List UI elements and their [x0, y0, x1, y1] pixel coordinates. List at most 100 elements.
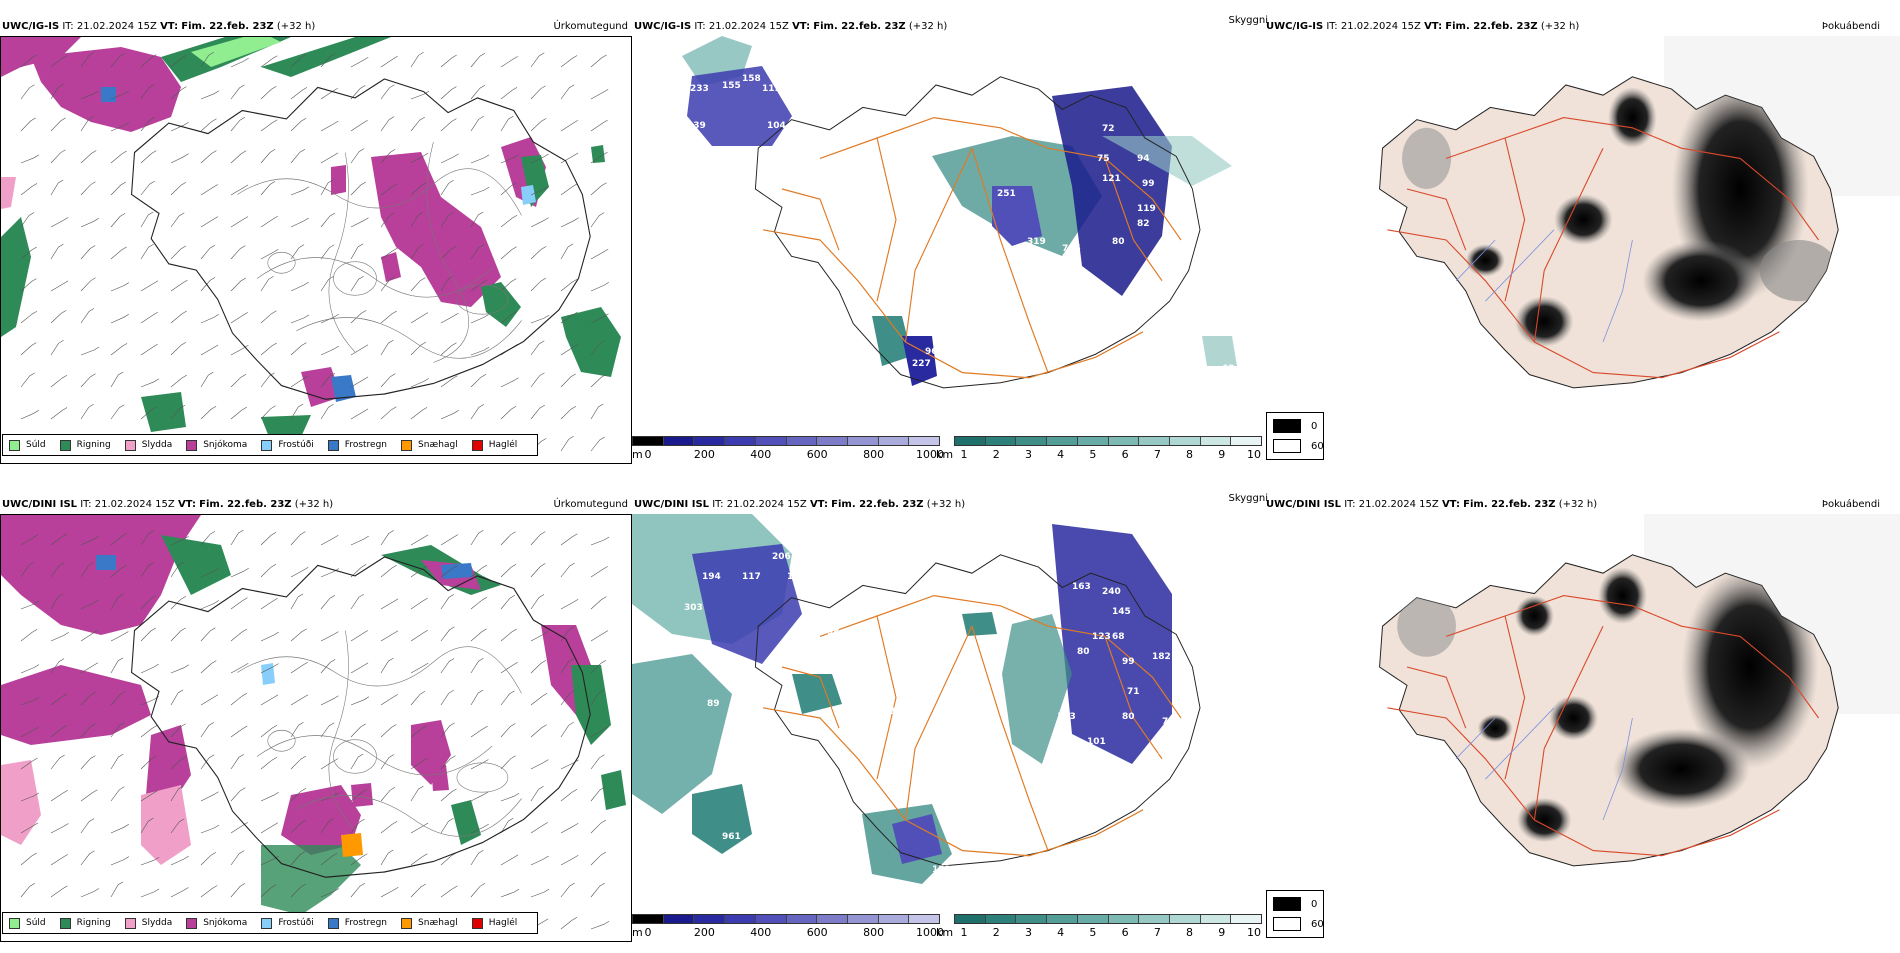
- precip-type-panel: UWC/IG-IS IT: 21.02.2024 15Z VT: Fim. 22…: [0, 0, 632, 475]
- wind-barb: [50, 217, 69, 228]
- colorbar-segment: [1108, 437, 1140, 445]
- it-value: 21.02.2024 15Z: [1340, 21, 1421, 32]
- wind-barb: [110, 824, 129, 834]
- wind-barb: [50, 823, 69, 834]
- wind-barb: [530, 594, 545, 610]
- wind-barb: [410, 341, 427, 356]
- wind-barb: [200, 277, 216, 292]
- wind-barb: [470, 373, 487, 388]
- wind-barb: [560, 243, 574, 260]
- wind-barb: [290, 531, 306, 546]
- wind-barb: [80, 52, 95, 68]
- wind-barb: [80, 245, 96, 260]
- wind-barb: [350, 853, 368, 866]
- visibility-value: 303: [684, 603, 703, 613]
- visibility-value: 961: [722, 832, 741, 842]
- wind-barb: [20, 629, 38, 642]
- legend-label: Rigning: [76, 918, 111, 928]
- wind-barb: [530, 631, 549, 642]
- wind-barb: [170, 562, 184, 578]
- it-label: IT:: [80, 499, 92, 510]
- wind-barb: [20, 664, 40, 674]
- colorbar-segment: [955, 437, 986, 445]
- visibility-panel: UWC/IG-IS IT: 21.02.2024 15Z VT: Fim. 22…: [632, 0, 1268, 475]
- wind-barb: [20, 212, 35, 228]
- wind-barb: [500, 628, 517, 642]
- wind-barb: [290, 628, 307, 642]
- lead-time: (+32 h): [1540, 21, 1580, 32]
- precip-map-svg: [1, 37, 621, 452]
- wind-barb: [200, 791, 219, 802]
- wind-barb: [140, 888, 160, 898]
- wind-barb: [560, 690, 575, 706]
- wind-barb: [110, 343, 128, 356]
- wind-barb: [200, 244, 216, 260]
- visibility-value: 63: [1222, 364, 1235, 374]
- cloud-base-map-svg: [1379, 36, 1900, 389]
- colorbar-segment: [1077, 437, 1109, 445]
- wind-barb: [50, 55, 68, 68]
- wind-barb: [410, 312, 429, 324]
- wind-barb: [530, 660, 547, 674]
- precip-legend-item: Frostúði: [261, 917, 314, 929]
- wind-barb: [470, 823, 489, 834]
- wind-barb: [500, 817, 514, 834]
- wind-barb: [440, 246, 457, 260]
- precip-legend-item: Snæhagl: [401, 917, 458, 929]
- precip-legend-item: Súld: [9, 439, 46, 451]
- wind-barb: [140, 54, 157, 68]
- wind-barb: [410, 152, 429, 164]
- wind-barb: [290, 217, 309, 228]
- colorbar-segment: [633, 437, 664, 445]
- wind-barb: [470, 84, 486, 100]
- wind-barb: [530, 372, 545, 388]
- wind-barb: [470, 849, 484, 866]
- wind-barb: [380, 149, 396, 164]
- wind-barb: [200, 722, 215, 738]
- wind-barb: [170, 535, 189, 546]
- wind-barb: [170, 341, 187, 356]
- road-network: [762, 116, 1182, 379]
- wind-barb: [350, 376, 369, 388]
- legend-swatch: [124, 439, 136, 451]
- visibility-value: 96: [925, 347, 938, 357]
- wind-barb: [290, 186, 310, 196]
- wind-barb: [260, 884, 277, 898]
- legend-swatch: [471, 439, 483, 451]
- precip-map: [0, 514, 632, 942]
- wind-barb: [50, 149, 66, 164]
- legend-label: Frostúði: [278, 918, 314, 928]
- wind-barb: [500, 215, 518, 228]
- wind-barb: [110, 52, 126, 68]
- colorbar-tick: 6: [1121, 926, 1129, 939]
- wind-barb: [440, 375, 458, 388]
- wind-barb: [470, 116, 484, 132]
- vt-value: Fim. 22.feb. 23Z: [831, 499, 924, 510]
- wind-barb: [470, 186, 490, 196]
- legend-swatch: [59, 917, 71, 929]
- wind-barb: [80, 181, 96, 196]
- wind-barb: [440, 342, 457, 356]
- legend-label: Súld: [26, 440, 46, 450]
- wind-barb: [380, 55, 398, 68]
- wind-barb: [410, 725, 428, 738]
- wind-barb: [110, 371, 124, 388]
- colorbar-tick: 2: [992, 448, 1000, 461]
- meter-unit: m: [632, 926, 643, 939]
- wind-barb: [170, 374, 187, 388]
- wind-barb: [500, 182, 517, 196]
- visibility-value: 145: [1112, 607, 1131, 617]
- wind-barb: [590, 436, 605, 452]
- wind-barb: [560, 120, 578, 132]
- wind-barb: [320, 722, 335, 738]
- wind-barb: [590, 786, 605, 802]
- wind-barb: [20, 882, 36, 898]
- wind-barb: [500, 564, 517, 578]
- visibility-value: 227: [912, 359, 931, 369]
- colorbar-tick: 0: [644, 926, 652, 939]
- wind-barb: [290, 54, 307, 68]
- wind-barb: [110, 181, 126, 196]
- wind-barb: [230, 529, 244, 546]
- wind-barb: [560, 759, 579, 770]
- wind-barb: [230, 345, 249, 356]
